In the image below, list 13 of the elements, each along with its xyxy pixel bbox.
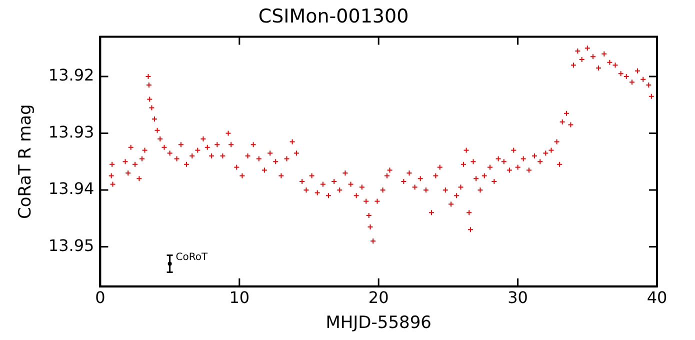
chart-title: CSIMon-001300 — [258, 5, 409, 28]
y-tick-label: 13.94 — [48, 179, 94, 198]
x-tick-label: 30 — [508, 288, 528, 308]
y-axis-title: CoRaT R mag — [16, 104, 36, 220]
series-label: CoRoT — [176, 252, 209, 263]
x-tick-label: 0 — [95, 288, 106, 308]
x-axis-title: MHJD-55896 — [326, 313, 432, 334]
x-tick-label: 20 — [368, 288, 389, 308]
x-tick-label: 10 — [229, 288, 250, 308]
x-tick-label: 40 — [646, 288, 668, 308]
y-tick-label: 13.93 — [48, 122, 94, 142]
y-tick-label: 13.92 — [48, 66, 94, 85]
y-tick-label: 13.95 — [48, 236, 94, 255]
